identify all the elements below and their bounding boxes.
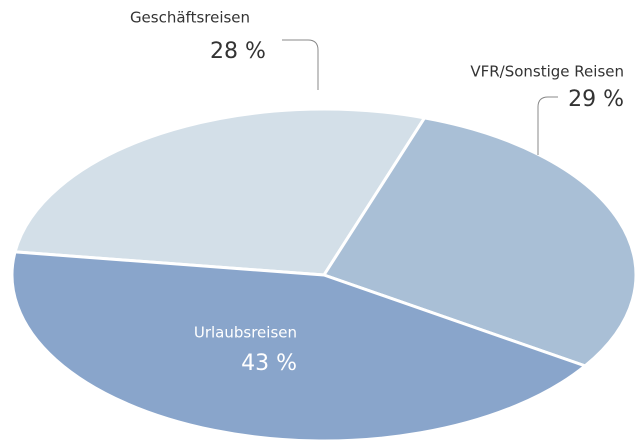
slice-label: VFR/Sonstige Reisen — [470, 63, 624, 81]
slice-value: 43 % — [241, 351, 297, 376]
slice-label: Urlaubsreisen — [194, 324, 297, 342]
leader-line — [282, 39, 319, 90]
slice-label: Geschäftsreisen — [130, 9, 250, 27]
pie-slice — [321, 116, 638, 368]
pie-slice — [10, 250, 589, 443]
slice-value: 29 % — [568, 87, 624, 112]
pie-slice — [13, 107, 428, 277]
slice-value: 28 % — [210, 39, 266, 64]
leader-line — [537, 96, 558, 155]
